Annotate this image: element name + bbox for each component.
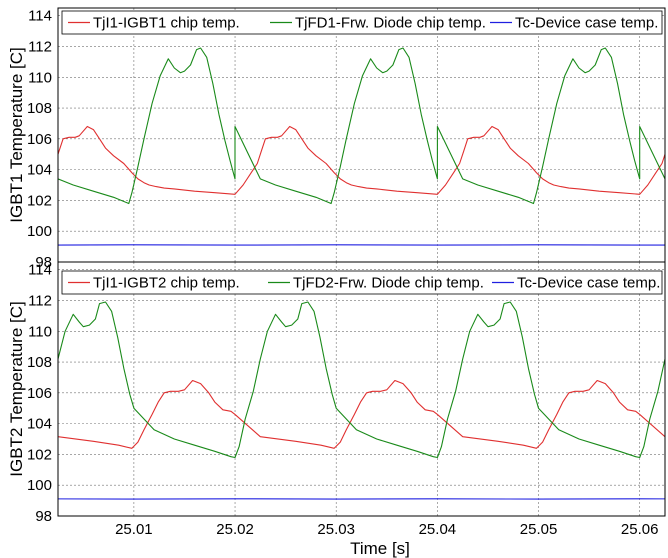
- y-tick-label: 104: [27, 162, 52, 179]
- igbt2-temperature-panel: 98 100 102 104 106 108 110 112 114 TjI1-IGBT2 chi…: [7, 261, 666, 538]
- x-tick-label: 25.06: [621, 521, 659, 538]
- x-tick-label: 25.04: [419, 521, 457, 538]
- x-tick-label: 25.02: [216, 521, 254, 538]
- y-tick-label: 108: [27, 354, 52, 371]
- legend-entry: Tc-Device case temp.: [517, 275, 660, 292]
- legend-entry: Tc-Device case temp.: [515, 15, 658, 32]
- y-tick-label: 110: [28, 69, 52, 86]
- legend: [61, 270, 663, 295]
- y-tick-label: 104: [27, 416, 52, 433]
- plot-area-frame: [57, 261, 666, 517]
- plot-area-frame: [57, 7, 666, 263]
- legend-entry: TjI1-IGBT1 chip temp.: [93, 15, 240, 32]
- legend-entry: TjI1-IGBT2 chip temp.: [93, 275, 240, 292]
- series-line-diode-chip: [58, 47, 665, 205]
- y-tick-label: 114: [28, 8, 52, 25]
- y-tick-label: 106: [27, 385, 52, 402]
- y-tick-label: 100: [27, 223, 52, 240]
- y-tick-label: 102: [27, 192, 52, 209]
- y-tick-label: 106: [27, 131, 52, 148]
- series-line-igbt-chip: [58, 125, 665, 195]
- y-tick-label: 98: [35, 508, 52, 525]
- legend-entry: TjFD1-Frw. Diode chip temp.: [295, 15, 486, 32]
- y-tick-label: 108: [27, 100, 52, 117]
- legend: [61, 10, 663, 35]
- y-tick-label: 112: [28, 38, 52, 55]
- series-line-diode-chip: [58, 301, 665, 459]
- y-tick-label: 98: [35, 254, 52, 271]
- x-tick-label: 25.03: [317, 521, 355, 538]
- y-tick-label: 112: [28, 292, 52, 309]
- y-tick-label: 114: [28, 262, 52, 279]
- legend-entry: TjFD2-Frw. Diode chip temp.: [293, 275, 484, 292]
- igbt1-temperature-panel: 98 100 102 104 106 108 110 112 114 TjI1-IGBT1 chi…: [7, 7, 666, 271]
- y-tick-label: 110: [28, 323, 52, 340]
- y-tick-label: 102: [27, 446, 52, 463]
- x-axis-title: Time [s]: [350, 539, 410, 558]
- y-axis-title: IGBT2 Temperature [C]: [7, 301, 26, 476]
- series-line-igbt-chip: [58, 379, 665, 449]
- y-axis-title: IGBT1 Temperature [C]: [7, 47, 26, 222]
- y-tick-label: 100: [27, 477, 52, 494]
- x-tick-label: 25.01: [115, 521, 153, 538]
- x-tick-label: 25.05: [520, 521, 558, 538]
